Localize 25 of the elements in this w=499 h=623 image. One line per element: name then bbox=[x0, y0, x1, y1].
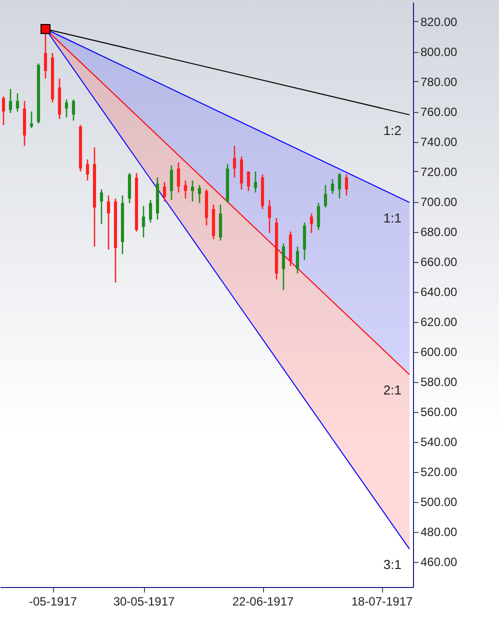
y-tick-label: 500.00 bbox=[420, 495, 458, 509]
y-tick-label: 820.00 bbox=[420, 15, 458, 29]
x-tick-label: 22-06-1917 bbox=[232, 594, 294, 608]
y-tick-label: 660.00 bbox=[420, 255, 458, 269]
y-tick-label: 780.00 bbox=[420, 75, 458, 89]
y-tick-label: 640.00 bbox=[420, 285, 458, 299]
series-label: 2:1 bbox=[383, 382, 402, 398]
y-tick-label: 760.00 bbox=[420, 105, 458, 119]
y-tick-label: 680.00 bbox=[420, 225, 458, 239]
y-tick-label: 580.00 bbox=[420, 375, 458, 389]
y-tick-label: 620.00 bbox=[420, 315, 458, 329]
y-tick-label: 600.00 bbox=[420, 345, 458, 359]
y-tick-label: 800.00 bbox=[420, 45, 458, 59]
y-tick-label: 460.00 bbox=[420, 555, 458, 569]
x-tick-label: 30-05-1917 bbox=[113, 594, 176, 608]
y-tick-label: 480.00 bbox=[420, 525, 458, 539]
y-tick-label: 720.00 bbox=[420, 165, 458, 179]
y-tick-label: 540.00 bbox=[420, 435, 458, 449]
y-tick-label: 560.00 bbox=[420, 405, 458, 419]
y-tick-label: 700.00 bbox=[420, 195, 458, 209]
x-tick-label: -05-1917 bbox=[28, 594, 78, 608]
y-tick-label: 740.00 bbox=[420, 135, 458, 149]
x-tick-label: 18-07-1917 bbox=[351, 594, 414, 608]
series-label: 3:1 bbox=[383, 557, 402, 572]
y-tick-label: 520.00 bbox=[420, 465, 458, 479]
